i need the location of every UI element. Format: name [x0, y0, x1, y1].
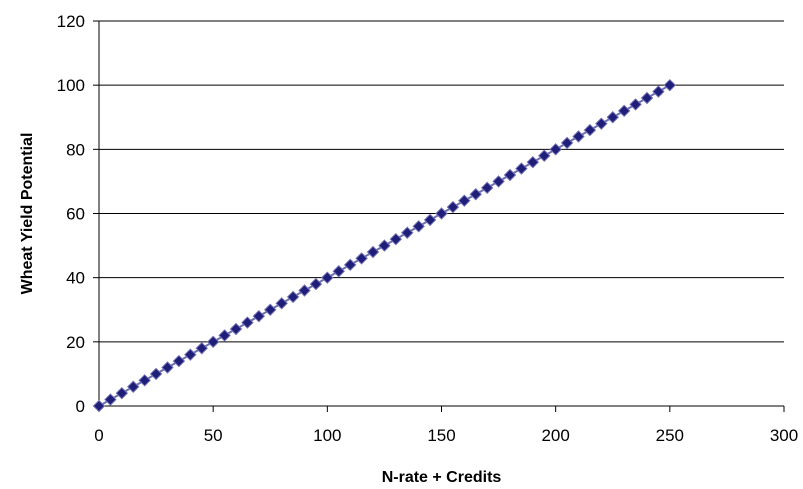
data-point: [366, 245, 380, 259]
y-tick-label: 20: [66, 333, 85, 352]
data-point: [549, 143, 562, 156]
data-point: [515, 162, 528, 175]
y-tick-label: 120: [57, 12, 85, 31]
x-tick-label: 300: [770, 426, 798, 445]
data-point: [435, 207, 448, 220]
data-point: [458, 194, 471, 207]
data-point: [332, 265, 345, 278]
data-point: [206, 335, 220, 349]
data-point: [663, 78, 677, 92]
data-point: [652, 85, 665, 98]
data-point: [389, 232, 403, 246]
data-point: [321, 271, 334, 284]
data-point: [503, 168, 517, 182]
data-point: [583, 123, 597, 137]
data-point: [355, 252, 368, 265]
data-point: [127, 380, 140, 393]
data-point: [309, 277, 323, 291]
data-point: [412, 220, 425, 233]
y-tick-label: 0: [76, 397, 85, 416]
x-tick-label: 50: [204, 426, 223, 445]
x-axis-title: N-rate + Credits: [382, 469, 502, 486]
x-tick-label: 200: [541, 426, 569, 445]
data-point: [526, 155, 540, 169]
data-point: [343, 258, 357, 272]
x-tick-label: 250: [656, 426, 684, 445]
data-point: [480, 181, 494, 195]
data-point: [606, 111, 619, 124]
data-point: [161, 361, 174, 374]
data-point: [617, 104, 631, 118]
data-point: [492, 175, 505, 188]
data-point: [595, 117, 608, 130]
data-point: [149, 367, 163, 381]
data-point: [378, 239, 391, 252]
data-point: [184, 348, 197, 361]
data-point: [538, 149, 551, 162]
data-point: [275, 297, 288, 310]
data-point: [423, 213, 437, 227]
x-tick-label: 100: [313, 426, 341, 445]
y-axis-title: Wheat Yield Potential: [19, 133, 36, 295]
data-point: [401, 226, 414, 239]
y-tick-label: 60: [66, 205, 85, 224]
data-point: [446, 200, 460, 214]
data-point: [560, 136, 574, 150]
data-point: [469, 188, 482, 201]
data-point: [172, 354, 186, 368]
data-point: [138, 374, 151, 387]
data-point: [629, 98, 642, 111]
y-tick-label: 80: [66, 140, 85, 159]
data-point: [115, 386, 129, 400]
data-point: [195, 342, 208, 355]
x-tick-label: 150: [427, 426, 455, 445]
data-point: [92, 399, 106, 413]
x-tick-label: 0: [94, 426, 103, 445]
data-series: [92, 78, 677, 413]
data-point: [104, 393, 117, 406]
axes: [93, 20, 785, 412]
data-point: [572, 130, 585, 143]
data-point: [640, 91, 654, 105]
data-point: [298, 284, 311, 297]
data-point: [241, 316, 254, 329]
data-point: [218, 329, 231, 342]
data-point: [229, 322, 243, 336]
y-tick-label: 100: [57, 76, 85, 95]
gridlines: [99, 20, 784, 343]
data-point: [252, 309, 266, 323]
data-point: [286, 290, 300, 304]
tick-labels: 0 20 40 60 80 100 120 0 50 100 150 200 250 300: [57, 12, 799, 445]
y-tick-label: 40: [66, 269, 85, 288]
data-point: [264, 303, 277, 316]
